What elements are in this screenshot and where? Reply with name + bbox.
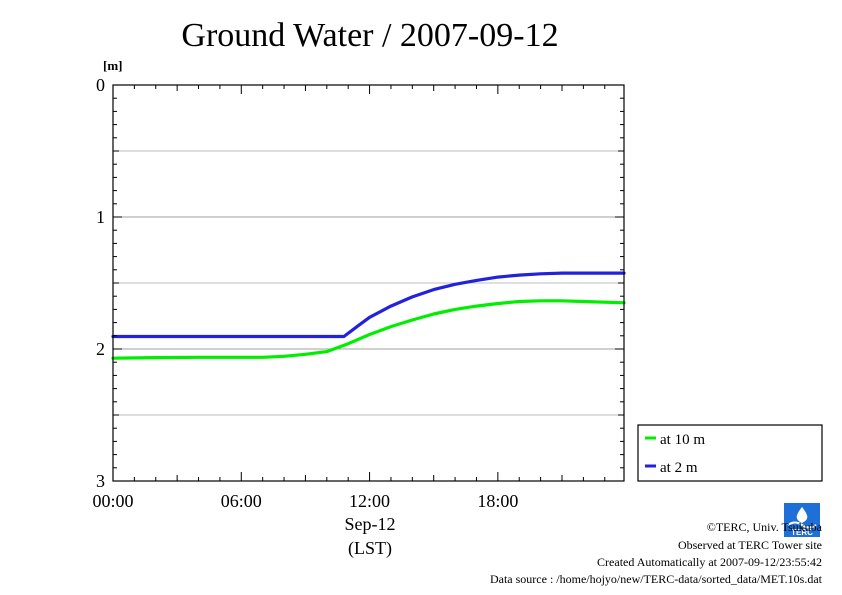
y-tick-label: 0	[96, 75, 105, 95]
major-grid	[113, 216, 624, 350]
y-tick-labels: 0 1 2 3	[96, 75, 105, 491]
footer-source: Data source : /home/hojyo/new/TERC-data/…	[490, 572, 823, 586]
water-drop-icon	[796, 507, 808, 523]
x-tick-label: 06:00	[221, 491, 262, 511]
legend: at 10 m at 2 m	[637, 424, 823, 482]
terc-logo: TERC	[784, 503, 820, 537]
x-axis-label: (LST)	[348, 538, 392, 559]
legend-entry: at 10 m	[660, 432, 705, 448]
x-tick-label: 18:00	[477, 491, 518, 511]
footer-site: Observed at TERC Tower site	[678, 538, 822, 552]
footer-copyright: ©TERC, Univ. Tsukuba	[707, 520, 823, 534]
y-tick-label: 1	[96, 207, 105, 227]
footer-created: Created Automatically at 2007-09-12/23:5…	[597, 555, 822, 569]
legend-entry: at 2 m	[660, 460, 698, 476]
y-tick-label: 3	[96, 471, 105, 491]
legend-box	[637, 424, 823, 482]
series-line	[111, 271, 626, 339]
minor-grid	[113, 150, 624, 416]
x-date-label: Sep-12	[345, 514, 396, 534]
x-tick-label: 00:00	[92, 491, 133, 511]
axis-ticks	[112, 84, 624, 482]
logo-text: TERC	[791, 528, 813, 537]
series-layer	[111, 271, 626, 360]
series-line	[111, 299, 626, 360]
x-tick-label: 12:00	[349, 491, 390, 511]
chart-title: Ground Water / 2007-09-12	[181, 17, 558, 54]
x-tick-labels: 00:00 06:00 12:00 18:00	[92, 491, 518, 511]
y-axis-unit-label: [m]	[103, 58, 123, 73]
y-tick-label: 2	[96, 339, 105, 359]
